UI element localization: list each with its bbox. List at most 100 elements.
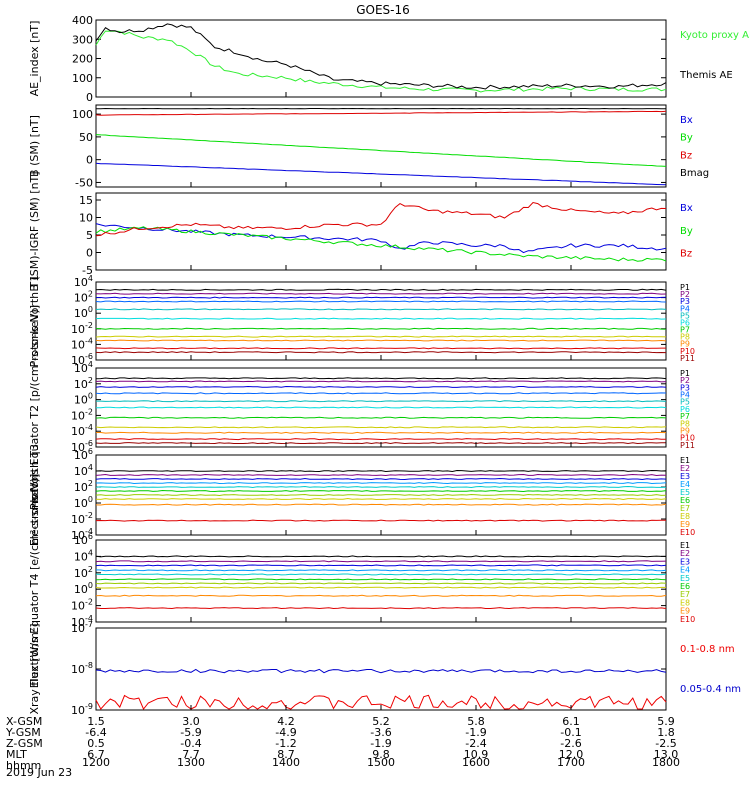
y-tick-label: -5 bbox=[82, 264, 93, 277]
legend-entry: P11 bbox=[680, 354, 695, 363]
legend-entry: Themis AE bbox=[679, 70, 733, 81]
series-line-e2 bbox=[95, 473, 667, 477]
y-tick-label: 102 bbox=[74, 376, 93, 391]
ephemeris-value: -1.9 bbox=[370, 737, 391, 750]
ephemeris-value: -0.4 bbox=[180, 737, 201, 750]
ephemeris-value: 4.2 bbox=[277, 715, 295, 728]
x-tick-label: 1400 bbox=[272, 756, 300, 769]
series-line-p2 bbox=[95, 380, 667, 383]
y-tick-label: 100 bbox=[74, 305, 93, 320]
series-line-p10 bbox=[95, 438, 666, 441]
ephemeris-value: -5.9 bbox=[180, 726, 201, 739]
legend-entry: E4 bbox=[680, 566, 690, 575]
legend-entry: Bx bbox=[680, 115, 693, 126]
ephemeris-value: -2.5 bbox=[655, 737, 676, 750]
series-line-e5 bbox=[95, 485, 667, 489]
series-line-p5 bbox=[95, 308, 667, 311]
legend-entry: E6 bbox=[680, 582, 690, 591]
legend-entry: P5 bbox=[680, 311, 690, 320]
series-line-kyoto-proxy-ae bbox=[95, 30, 667, 93]
y-tick-label: 100 bbox=[74, 495, 93, 510]
y-axis-label: Protons Equator T2 [p/(cm²-s-sr-keV)] bbox=[28, 305, 41, 510]
series-line-e10 bbox=[95, 519, 667, 522]
legend-entry: P1 bbox=[680, 369, 690, 378]
ephemeris-value: 3.0 bbox=[182, 715, 200, 728]
legend-entry: E10 bbox=[680, 528, 695, 537]
ephemeris-value: -1.2 bbox=[275, 737, 296, 750]
series-line-e1 bbox=[95, 555, 666, 558]
ephemeris-value: -6.4 bbox=[85, 726, 106, 739]
series-line-p5 bbox=[96, 400, 667, 403]
legend-entry: Bz bbox=[680, 150, 692, 161]
legend-entry: E9 bbox=[680, 607, 690, 616]
series-line-e4 bbox=[95, 481, 667, 485]
y-axis-label: Electrons North T3 bbox=[28, 444, 41, 546]
legend-entry: E4 bbox=[680, 480, 690, 489]
legend-entry: P6 bbox=[680, 318, 690, 327]
y-tick-label: 100 bbox=[72, 72, 93, 85]
legend-entry: E8 bbox=[680, 598, 690, 607]
legend-entry: E2 bbox=[680, 549, 690, 558]
ephemeris-row-label: X-GSM bbox=[6, 715, 42, 728]
y-axis-label: Xray flux [W/m²] bbox=[28, 623, 41, 714]
y-tick-label: 100 bbox=[74, 392, 93, 407]
panel-frame bbox=[95, 104, 667, 188]
y-tick-label: 10-7 bbox=[71, 620, 93, 635]
x-tick-label: 1300 bbox=[177, 756, 205, 769]
legend-entry: P10 bbox=[680, 347, 695, 356]
ephemeris-value: 0.5 bbox=[87, 737, 105, 750]
legend-entry: E9 bbox=[680, 520, 690, 529]
panel-frame bbox=[95, 627, 667, 711]
figure-title: GOES-16 bbox=[356, 3, 410, 17]
series-line-e6 bbox=[95, 489, 667, 493]
ephemeris-value: 13.0 bbox=[654, 748, 679, 761]
y-tick-label: 10-6 bbox=[71, 352, 93, 367]
series-line-by bbox=[95, 226, 667, 262]
legend-entry: E1 bbox=[680, 541, 690, 550]
y-tick-label: 10-8 bbox=[71, 661, 93, 676]
legend-entry: P5 bbox=[680, 398, 690, 407]
series-line-p1 bbox=[95, 288, 667, 291]
y-tick-label: 400 bbox=[72, 14, 93, 27]
y-tick-label: 102 bbox=[74, 479, 93, 494]
series-line-p8 bbox=[95, 426, 667, 429]
panel-frame bbox=[95, 539, 667, 623]
series-line-p6 bbox=[95, 406, 667, 409]
y-axis-label: B (SM) [nT] bbox=[28, 115, 41, 177]
ephemeris-value: -0.1 bbox=[560, 726, 581, 739]
legend-entry: E8 bbox=[680, 512, 690, 521]
legend-entry: E5 bbox=[680, 488, 690, 497]
series-line-e9 bbox=[95, 594, 667, 597]
y-tick-label: 10-2 bbox=[71, 407, 93, 422]
legend-entry: E1 bbox=[680, 456, 690, 465]
y-tick-label: 5 bbox=[86, 229, 93, 242]
ephemeris-value: 9.8 bbox=[372, 748, 390, 761]
legend-entry: Bx bbox=[680, 203, 693, 214]
y-axis-label: AE_index [nT] bbox=[28, 21, 41, 97]
series-line-e7 bbox=[95, 582, 667, 585]
y-tick-label: 10-6 bbox=[71, 439, 93, 454]
x-tick-label: 1700 bbox=[557, 756, 585, 769]
ephemeris-value: 12.0 bbox=[559, 748, 584, 761]
series-line-e7 bbox=[95, 493, 667, 497]
ephemeris-value: 6.7 bbox=[87, 748, 105, 761]
legend-entry: P6 bbox=[680, 405, 690, 414]
legend-entry: E6 bbox=[680, 496, 690, 505]
ephemeris-row-label: hhmm bbox=[6, 759, 41, 772]
series-line-p7 bbox=[95, 327, 667, 330]
legend-entry: E2 bbox=[680, 464, 690, 473]
legend-entry: By bbox=[680, 133, 693, 144]
series-line-p3 bbox=[95, 385, 667, 388]
y-tick-label: 10-4 bbox=[71, 527, 93, 542]
series-line-p9 bbox=[95, 339, 667, 342]
series-line-e1 bbox=[95, 469, 667, 473]
series-line-e3 bbox=[95, 564, 667, 567]
y-tick-label: 102 bbox=[74, 290, 93, 305]
y-tick-label: 106 bbox=[74, 447, 93, 462]
y-tick-label: 100 bbox=[74, 581, 93, 596]
legend-entry: P9 bbox=[680, 426, 690, 435]
